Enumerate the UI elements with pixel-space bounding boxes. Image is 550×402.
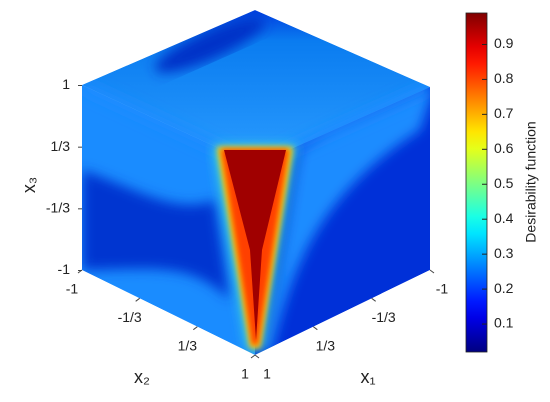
colorbar-tick-label: 0.2 — [494, 280, 514, 296]
x3-tick-label: 1 — [62, 76, 70, 92]
peak-region — [224, 150, 286, 340]
cube-surface — [82, 10, 430, 355]
x3-axis-label: x₃ — [19, 177, 39, 193]
x2-tick-label: -1 — [66, 281, 79, 297]
right-face — [255, 87, 430, 355]
colorbar-tick-label: 0.4 — [494, 210, 514, 226]
colorbar-tick-label: 0.9 — [494, 35, 514, 51]
x1-tick-label: 1/3 — [316, 337, 336, 353]
colorbar-label: Desirability function — [523, 121, 539, 242]
x3-tick-label: -1 — [58, 261, 71, 277]
x1-tick — [429, 269, 435, 274]
x2-tick-label: 1 — [241, 366, 249, 382]
colorbar-tick-label: 0.3 — [494, 245, 514, 261]
colorbar-tick-label: 0.6 — [494, 140, 514, 156]
x2-tick-label: 1/3 — [178, 337, 198, 353]
x2-tick — [77, 269, 83, 274]
x1-axis-label: x₁ — [360, 367, 375, 387]
x2-axis-label: x₂ — [134, 367, 150, 387]
x2-tick-label: -1/3 — [118, 309, 142, 325]
x3-tick-label: 1/3 — [51, 138, 71, 154]
top-face — [82, 10, 430, 165]
x1-tick — [371, 297, 376, 302]
x1-tick-label: 1 — [263, 366, 271, 382]
x1-tick — [313, 326, 318, 331]
colorbar — [465, 12, 488, 353]
colorbar-tick-label: 0.1 — [494, 315, 514, 331]
x1-tick — [254, 354, 260, 359]
x1-tick-label: -1 — [436, 281, 449, 297]
x3-tick-label: -1/3 — [46, 200, 70, 216]
colorbar-tick-label: 0.7 — [494, 105, 514, 121]
colorbar-tick-label: 0.8 — [494, 70, 514, 86]
colorbar-tick-label: 0.5 — [494, 175, 514, 191]
x1-tick-label: -1/3 — [372, 309, 396, 325]
x2-tick — [193, 326, 198, 331]
x2-tick — [250, 354, 256, 359]
x2-tick — [135, 297, 140, 302]
